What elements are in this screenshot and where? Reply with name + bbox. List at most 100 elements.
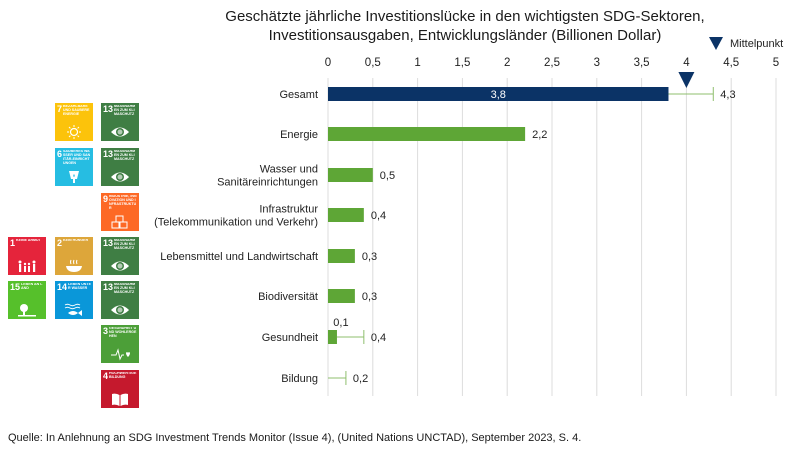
bar	[328, 330, 337, 344]
eye-globe-icon	[111, 127, 129, 137]
sdg-number: 1	[10, 239, 16, 248]
x-tick-label: 2	[504, 57, 510, 69]
sdg-label: KEINE ARMUT	[16, 239, 41, 242]
sdg-label: MASSNAHMEN ZUM KLIMASCHUTZ	[114, 239, 136, 250]
x-tick-label: 1	[414, 57, 420, 69]
sdg-label: KEIN HUNGER	[63, 239, 89, 242]
sdg-header: 2 KEIN HUNGER	[57, 239, 91, 258]
x-tick-label: 1,5	[454, 57, 470, 69]
eye-globe-icon	[111, 305, 129, 315]
bar-chart: 0 0,5 1 1,5 2 2,5 3 3,5 4 4,5 5 Gesamt 4,3 3,8 Energie…	[154, 37, 783, 396]
sdg-header: 13 MASSNAHMEN ZUM KLIMASCHUTZ	[103, 105, 137, 124]
bar-value-label: 2,2	[532, 129, 547, 141]
sdg-number: 14	[57, 283, 68, 292]
sdg-number: 3	[103, 327, 109, 336]
sdg-icon-6: 6 SAUBERES WASSER UND SANITÄR-EINRICHTUNG…	[55, 148, 93, 186]
sdg-header: 13 MASSNAHMEN ZUM KLIMASCHUTZ	[103, 239, 137, 258]
category-label: Sanitäreinrichtungen	[217, 177, 318, 189]
sdg-number: 13	[103, 105, 114, 114]
sdg-header: 1 KEINE ARMUT	[10, 239, 44, 258]
sdg-header: 15 LEBEN AN LAND	[10, 283, 44, 302]
x-tick-label: 4	[683, 57, 690, 69]
sdg-header: 7 BEZAHLBARE UND SAUBERE ENERGIE	[57, 105, 91, 124]
sdg-number: 15	[10, 283, 21, 292]
chart-title: Geschätzte jährliche Investitionslücke i…	[225, 8, 705, 25]
sdg-header: 14 LEBEN UNTER WASSER	[57, 283, 91, 302]
category-label: Gesamt	[279, 89, 318, 101]
sdg-header: 13 MASSNAHMEN ZUM KLIMASCHUTZ	[103, 283, 137, 302]
sdg-icon-13: 13 MASSNAHMEN ZUM KLIMASCHUTZ	[101, 237, 139, 275]
upper-value-label: 0,4	[371, 332, 386, 344]
sdg-label: GESUNDHEIT UND WOHLERGEHEN	[109, 327, 137, 338]
category-label: Energie	[280, 129, 318, 141]
sdg-icon-2: 2 KEIN HUNGER	[55, 237, 93, 275]
x-tick-label: 2,5	[544, 57, 560, 69]
category-label: (Telekommunikation und Verkehr)	[154, 217, 318, 229]
category-label: Gesundheit	[262, 332, 318, 344]
cubes-icon	[111, 215, 128, 229]
heartbeat-icon	[111, 348, 130, 361]
sdg-icon-1: 1 KEINE ARMUT	[8, 237, 46, 275]
sdg-icon-15: 15 LEBEN AN LAND	[8, 281, 46, 319]
bar-value-label: 0,1	[333, 317, 348, 329]
bar	[328, 127, 526, 141]
sdg-icon-9: 9 INDUSTRIE, INNOVATION UND INFRASTRUKTUR	[101, 193, 139, 231]
sdg-label: MASSNAHMEN ZUM KLIMASCHUTZ	[114, 150, 136, 161]
sdg-icon-13: 13 MASSNAHMEN ZUM KLIMASCHUTZ	[101, 281, 139, 319]
bar-value-label: 0,5	[380, 170, 395, 182]
source-note: Quelle: In Anlehnung an SDG Investment T…	[8, 432, 582, 444]
sdg-number: 4	[103, 372, 109, 381]
x-tick-label: 4,5	[723, 57, 739, 69]
upper-value-label: 0,2	[353, 373, 368, 385]
category-label: Bildung	[281, 373, 318, 385]
bar-value-label: 0,3	[362, 291, 377, 303]
sdg-label: INDUSTRIE, INNOVATION UND INFRASTRUKTUR	[109, 195, 137, 210]
bar-value-label: 0,4	[371, 210, 386, 222]
bar	[328, 87, 669, 101]
bar	[328, 208, 364, 222]
sdg-number: 13	[103, 239, 114, 248]
x-tick-label: 3,5	[634, 57, 650, 69]
sdg-header: 13 MASSNAHMEN ZUM KLIMASCHUTZ	[103, 150, 137, 169]
sdg-header: 9 INDUSTRIE, INNOVATION UND INFRASTRUKTUR	[103, 195, 137, 214]
sdg-label: MASSNAHMEN ZUM KLIMASCHUTZ	[114, 283, 136, 294]
x-tick-label: 0,5	[365, 57, 381, 69]
sdg-label: SAUBERES WASSER UND SANITÄR-EINRICHTUNGE…	[63, 150, 91, 165]
sdg-icon-14: 14 LEBEN UNTER WASSER	[55, 281, 93, 319]
family-icon	[18, 260, 36, 272]
sdg-icon-4: 4 HOCHWERTIGE BILDUNG	[101, 370, 139, 408]
x-tick-label: 0	[325, 57, 331, 69]
category-label: Infrastruktur	[259, 204, 318, 216]
sdg-label: HOCHWERTIGE BILDUNG	[109, 372, 137, 379]
bowl-icon	[66, 259, 82, 272]
sdg-header: 4 HOCHWERTIGE BILDUNG	[103, 372, 137, 391]
sdg-icon-13: 13 MASSNAHMEN ZUM KLIMASCHUTZ	[101, 103, 139, 141]
sdg-label: BEZAHLBARE UND SAUBERE ENERGIE	[63, 105, 90, 116]
bar-value-label: 0,3	[362, 251, 377, 263]
upper-value-label: 4,3	[720, 89, 735, 101]
sdg-label: LEBEN UNTER WASSER	[68, 283, 91, 290]
category-label: Biodiversität	[258, 291, 318, 303]
book-icon	[112, 393, 128, 406]
eye-globe-icon	[111, 261, 129, 271]
sdg-label: MASSNAHMEN ZUM KLIMASCHUTZ	[114, 105, 136, 116]
eye-globe-icon	[111, 172, 129, 182]
bar	[328, 289, 355, 303]
chart-subtitle: Investitionsausgaben, Entwicklungsländer…	[268, 27, 662, 44]
water-icon	[69, 171, 79, 183]
sdg-icon-13: 13 MASSNAHMEN ZUM KLIMASCHUTZ	[101, 148, 139, 186]
fish-icon	[64, 303, 82, 316]
category-label: Lebensmittel und Landwirtschaft	[160, 251, 318, 263]
sdg-header: 6 SAUBERES WASSER UND SANITÄR-EINRICHTUNG…	[57, 150, 91, 169]
x-tick-label: 5	[773, 57, 779, 69]
sdg-number: 13	[103, 150, 114, 159]
midpoint-marker	[678, 72, 695, 88]
sdg-label: LEBEN AN LAND	[21, 283, 43, 290]
tree-icon	[18, 304, 36, 317]
bar	[328, 168, 373, 182]
category-label: Wasser und	[260, 164, 318, 176]
legend-label: Mittelpunkt	[730, 38, 783, 50]
bar	[328, 249, 355, 263]
sdg-number: 7	[57, 105, 63, 114]
